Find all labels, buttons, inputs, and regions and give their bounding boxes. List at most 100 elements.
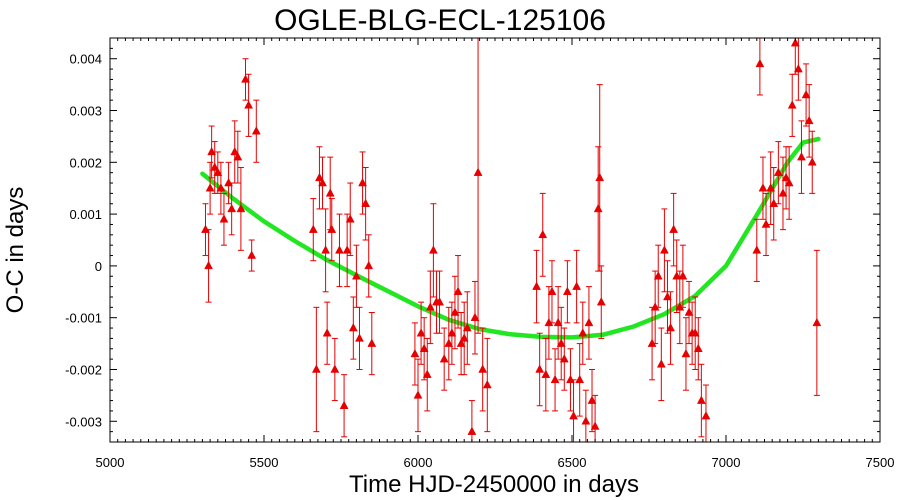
data-point — [413, 358, 423, 433]
data-point — [595, 84, 605, 272]
data-point — [666, 291, 675, 365]
x-tick-label: 6000 — [404, 455, 433, 470]
y-tick-label: -0.003 — [65, 414, 102, 429]
data-point-marker — [361, 198, 371, 207]
data-point-marker — [339, 400, 349, 409]
data-point — [450, 275, 460, 350]
data-point — [758, 156, 768, 220]
data-point-marker — [470, 312, 480, 321]
data-point-marker — [701, 411, 711, 420]
data-point-marker — [345, 214, 355, 223]
data-point — [569, 379, 578, 442]
data-point — [351, 244, 361, 308]
data-point — [807, 130, 817, 194]
data-point-marker — [787, 100, 797, 109]
data-point-marker — [755, 58, 765, 68]
data-point-marker — [204, 260, 213, 270]
data-points-layer — [201, 37, 822, 442]
data-point — [559, 327, 569, 391]
data-point-marker — [447, 328, 457, 337]
data-point-marker — [812, 317, 822, 327]
data-point-marker — [322, 328, 332, 337]
data-point-marker — [559, 354, 569, 363]
data-point — [766, 151, 776, 225]
data-point-marker — [207, 146, 217, 156]
data-point-marker — [562, 286, 572, 296]
x-tick-label: 5500 — [250, 455, 279, 470]
data-point-marker — [419, 343, 429, 353]
data-point — [447, 301, 457, 365]
fit-curve — [200, 136, 821, 340]
data-point-marker — [681, 348, 691, 358]
data-point — [453, 255, 463, 329]
data-point-marker — [210, 162, 220, 171]
data-point-marker — [659, 245, 669, 254]
data-point — [575, 343, 585, 417]
data-point — [678, 244, 688, 308]
data-point — [801, 63, 811, 127]
data-point — [701, 384, 711, 442]
data-point — [693, 317, 703, 381]
data-point — [419, 317, 429, 381]
data-point-marker — [478, 364, 488, 373]
data-point — [550, 348, 560, 412]
data-point — [650, 270, 660, 345]
data-point — [213, 151, 223, 194]
data-point-marker — [425, 302, 435, 311]
data-point — [769, 166, 779, 241]
data-point-marker — [790, 38, 800, 47]
data-point — [219, 192, 229, 246]
data-point — [684, 280, 694, 345]
data-point — [205, 161, 215, 215]
data-point-marker — [752, 245, 762, 254]
data-point — [773, 141, 783, 205]
x-tick-label: 6500 — [558, 455, 587, 470]
data-point-marker — [321, 245, 331, 254]
data-point — [690, 296, 700, 370]
data-point — [547, 260, 557, 324]
data-point-marker — [216, 183, 226, 192]
data-point — [656, 327, 666, 402]
data-point — [342, 213, 352, 288]
data-point-marker — [547, 286, 557, 296]
data-point-marker — [355, 333, 364, 342]
data-point — [553, 286, 563, 360]
data-point-marker — [807, 157, 817, 166]
data-point-marker — [236, 203, 246, 213]
data-point-marker — [351, 271, 361, 280]
data-point-marker — [669, 224, 679, 233]
data-point-marker — [227, 203, 237, 213]
data-point — [358, 151, 367, 215]
data-point — [672, 239, 682, 314]
data-point-marker — [656, 359, 666, 368]
data-point-marker — [538, 229, 548, 239]
data-point — [653, 244, 663, 308]
data-point — [435, 270, 444, 334]
data-point-marker — [453, 286, 463, 296]
data-point-marker — [566, 374, 575, 384]
data-point-marker — [413, 390, 423, 399]
y-tick-label: -0.002 — [65, 362, 102, 377]
data-point — [544, 286, 554, 360]
data-point-marker — [544, 317, 554, 327]
data-point-marker — [201, 224, 210, 233]
data-point-marker — [348, 323, 358, 332]
data-point-marker — [693, 343, 703, 353]
data-point-marker — [535, 364, 545, 373]
data-point — [696, 363, 706, 438]
data-point-marker — [801, 89, 811, 99]
data-point-marker — [556, 338, 566, 347]
data-point — [247, 239, 257, 272]
data-point-marker — [675, 302, 685, 311]
data-point — [790, 38, 800, 75]
data-point — [241, 58, 250, 101]
data-point — [675, 270, 685, 345]
data-point-marker — [690, 328, 700, 337]
data-point — [444, 306, 454, 381]
data-point-marker — [773, 167, 783, 176]
data-point-marker — [416, 328, 426, 337]
data-point-marker — [224, 177, 233, 187]
data-point — [590, 394, 600, 442]
data-point — [784, 146, 794, 220]
data-point — [416, 301, 426, 365]
